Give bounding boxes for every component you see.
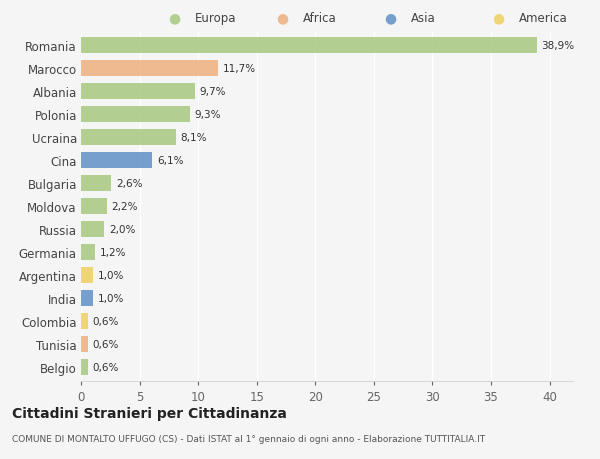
Text: Cittadini Stranieri per Cittadinanza: Cittadini Stranieri per Cittadinanza xyxy=(12,406,287,420)
Bar xyxy=(81,38,536,54)
Text: ●: ● xyxy=(492,11,504,25)
Text: 2,6%: 2,6% xyxy=(116,179,143,189)
Bar xyxy=(81,244,95,260)
Bar xyxy=(81,222,104,237)
Text: Africa: Africa xyxy=(303,12,337,25)
Text: 38,9%: 38,9% xyxy=(541,41,574,51)
Bar xyxy=(81,107,190,123)
Text: Asia: Asia xyxy=(411,12,436,25)
Bar xyxy=(81,130,176,146)
Text: 0,6%: 0,6% xyxy=(93,316,119,326)
Text: 1,2%: 1,2% xyxy=(100,247,126,257)
Bar xyxy=(81,313,88,330)
Text: Europa: Europa xyxy=(195,12,236,25)
Bar xyxy=(81,359,88,375)
Bar xyxy=(81,336,88,353)
Text: 2,0%: 2,0% xyxy=(109,224,136,235)
Text: 6,1%: 6,1% xyxy=(157,156,184,166)
Text: 0,6%: 0,6% xyxy=(93,362,119,372)
Text: ●: ● xyxy=(384,11,396,25)
Bar xyxy=(81,198,107,214)
Bar xyxy=(81,175,112,191)
Text: ●: ● xyxy=(276,11,288,25)
Text: 0,6%: 0,6% xyxy=(93,339,119,349)
Bar xyxy=(81,84,194,100)
Bar xyxy=(81,152,152,168)
Text: 11,7%: 11,7% xyxy=(223,64,256,74)
Text: 2,2%: 2,2% xyxy=(112,202,138,212)
Text: America: America xyxy=(519,12,568,25)
Bar xyxy=(81,61,218,77)
Bar xyxy=(81,291,93,307)
Text: 1,0%: 1,0% xyxy=(97,293,124,303)
Text: 1,0%: 1,0% xyxy=(97,270,124,280)
Text: 9,7%: 9,7% xyxy=(199,87,226,97)
Bar xyxy=(81,267,93,283)
Text: 9,3%: 9,3% xyxy=(194,110,221,120)
Text: ●: ● xyxy=(168,11,180,25)
Text: COMUNE DI MONTALTO UFFUGO (CS) - Dati ISTAT al 1° gennaio di ogni anno - Elabora: COMUNE DI MONTALTO UFFUGO (CS) - Dati IS… xyxy=(12,434,485,443)
Text: 8,1%: 8,1% xyxy=(181,133,207,143)
